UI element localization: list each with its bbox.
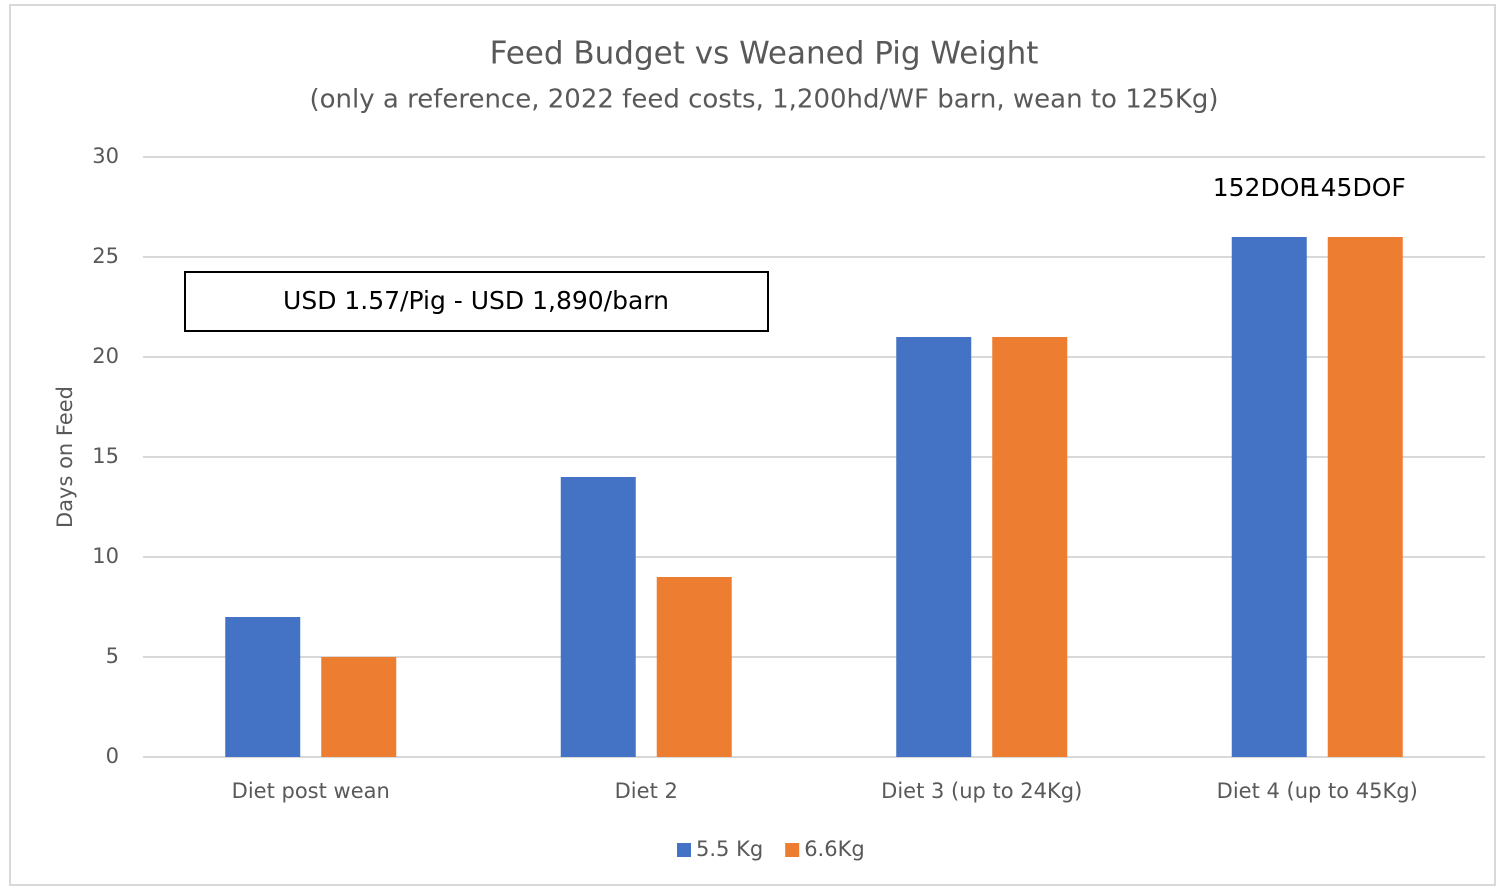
- annotation: 145DOF: [1305, 173, 1406, 202]
- annotation: USD 1.57/Pig - USD 1,890/barn: [283, 286, 669, 315]
- bar: [1327, 237, 1403, 757]
- bar: [656, 577, 732, 757]
- y-tick-label: 15: [92, 444, 119, 468]
- x-tick-label: Diet post wean: [232, 779, 390, 803]
- chart-title: Feed Budget vs Weaned Pig Weight: [490, 36, 1039, 72]
- bar: [321, 657, 397, 757]
- y-axis-label: Days on Feed: [53, 386, 77, 528]
- x-tick-label: Diet 3 (up to 24Kg): [881, 779, 1082, 803]
- y-tick-label: 0: [106, 744, 119, 768]
- y-tick-label: 10: [92, 544, 119, 568]
- x-tick-label: Diet 4 (up to 45Kg): [1217, 779, 1418, 803]
- y-tick-label: 5: [106, 644, 119, 668]
- bar: [225, 617, 301, 757]
- x-tick-label: Diet 2: [615, 779, 678, 803]
- y-tick-label: 30: [92, 144, 119, 168]
- annotation-box: [184, 271, 769, 332]
- legend-label: 6.6Kg: [804, 837, 865, 861]
- legend-swatch: [677, 843, 691, 857]
- chart-subtitle: (only a reference, 2022 feed costs, 1,20…: [309, 85, 1218, 115]
- bar: [896, 337, 972, 757]
- legend-swatch: [785, 843, 800, 857]
- y-tick-label: 20: [92, 344, 119, 368]
- bar: [1231, 237, 1307, 757]
- bar: [560, 477, 636, 757]
- legend-label: 5.5 Kg: [696, 837, 763, 861]
- y-tick-label: 25: [92, 244, 119, 268]
- bar: [992, 337, 1068, 757]
- annotation: 152DOF: [1213, 173, 1314, 202]
